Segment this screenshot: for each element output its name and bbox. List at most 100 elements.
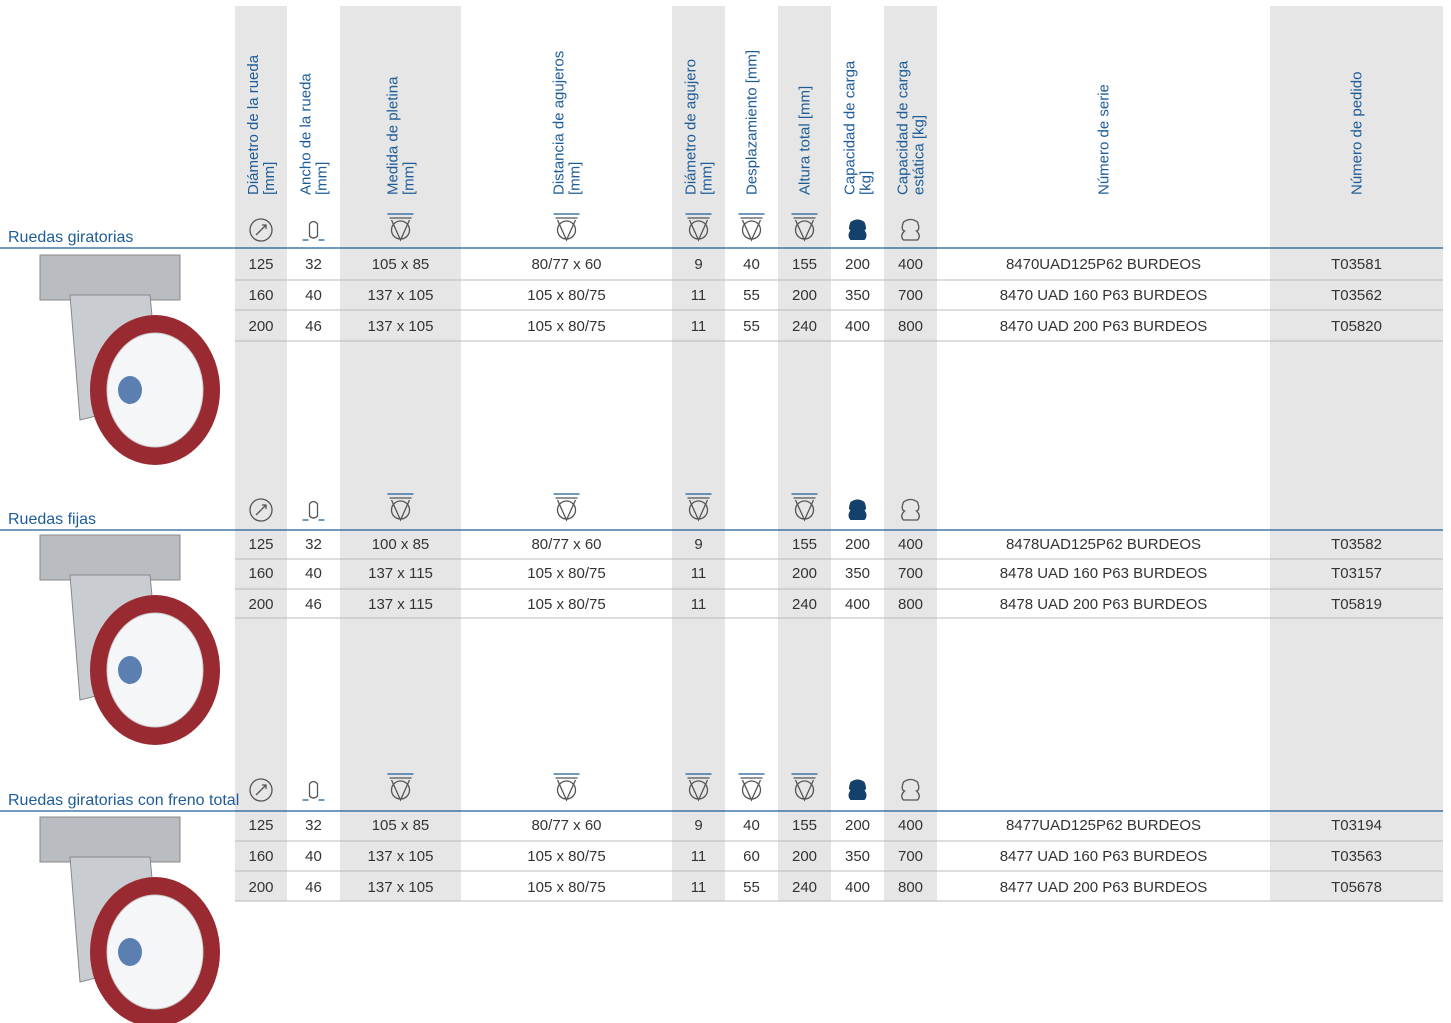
icon-stroke <box>688 220 709 240</box>
column-icon <box>685 493 712 522</box>
column-header: Capacidad de carga <box>895 60 912 195</box>
icon-stroke <box>555 777 578 802</box>
table-cell: T03563 <box>1331 848 1382 865</box>
table-cell: 8477 UAD 200 P63 BURDEOS <box>1000 879 1208 896</box>
table-cell: 137 x 115 <box>368 565 433 582</box>
table-cell: 80/77 x 60 <box>531 256 601 273</box>
column-header: Ancho de la rueda <box>298 73 315 195</box>
table-cell: 350 <box>845 565 870 582</box>
table-cell: 700 <box>898 565 923 582</box>
column-band <box>235 6 287 901</box>
caster-image <box>39 816 220 1023</box>
table-cell: 11 <box>691 879 707 896</box>
column-header: [mm] <box>699 162 716 195</box>
icon-stroke <box>249 778 273 802</box>
table-cell: 11 <box>691 565 707 582</box>
table-cell: 137 x 105 <box>368 287 434 304</box>
table-cell: 137 x 105 <box>368 848 434 865</box>
table-cell: T05820 <box>1331 318 1382 335</box>
column-icon <box>901 778 920 801</box>
table-cell: 700 <box>898 848 923 865</box>
column-header: Diámetro de la rueda <box>245 54 262 195</box>
section-title: Ruedas fijas <box>8 511 97 528</box>
column-header: [kg] <box>858 171 875 195</box>
column-header: Desplazamiento [mm] <box>744 50 761 195</box>
table-cell: 11 <box>691 596 707 613</box>
table-cell: 400 <box>845 596 870 613</box>
icon-stroke <box>389 497 412 522</box>
column-icon <box>685 213 712 242</box>
table-cell: 137 x 105 <box>368 318 434 335</box>
icon-stroke <box>794 500 815 520</box>
table-cell: T03194 <box>1331 817 1382 834</box>
table-cell: 155 <box>792 817 817 834</box>
column-header: [mm] <box>401 162 418 195</box>
icon-stroke <box>687 217 710 242</box>
table-cell: 200 <box>248 596 273 613</box>
icon-stroke <box>308 220 319 239</box>
caster-plate <box>39 254 181 301</box>
table-cell: 400 <box>898 536 923 553</box>
column-icon <box>791 213 818 242</box>
column-header: Número de serie <box>1096 84 1113 195</box>
column-icon <box>848 499 867 520</box>
table-cell: 105 x 85 <box>372 817 430 834</box>
icon-stroke <box>390 220 411 240</box>
table-cell: 125 <box>248 817 273 834</box>
column-icon <box>249 498 273 522</box>
column-icon <box>249 778 273 802</box>
column-header: Distancia de agujeros <box>551 51 568 195</box>
table-cell: 105 x 80/75 <box>527 287 605 304</box>
icon-fill <box>848 219 867 240</box>
table-cell: 8470 UAD 200 P63 BURDEOS <box>1000 318 1208 335</box>
table-cell: 11 <box>691 287 707 304</box>
table-cell: 8478 UAD 200 P63 BURDEOS <box>1000 596 1208 613</box>
table-cell: 155 <box>792 256 817 273</box>
column-icon <box>901 218 920 241</box>
table-cell: 32 <box>305 817 322 834</box>
table-cell: 350 <box>845 848 870 865</box>
icon-stroke <box>794 780 815 800</box>
table-cell: 8477UAD125P62 BURDEOS <box>1006 817 1201 834</box>
table-cell: 55 <box>743 879 760 896</box>
table-cell: 80/77 x 60 <box>531 817 601 834</box>
caster-plate <box>39 534 181 581</box>
table-cell: 400 <box>898 256 923 273</box>
caster-image <box>39 254 220 465</box>
column-icon <box>791 773 818 802</box>
caster-hub <box>118 656 142 684</box>
icon-fill <box>848 499 867 520</box>
table-cell: 400 <box>845 318 870 335</box>
caster-image <box>39 534 220 745</box>
table-cell: 137 x 105 <box>368 879 434 896</box>
table-cell: 200 <box>845 536 870 553</box>
icon-stroke <box>249 218 273 242</box>
column-header: [mm] <box>314 162 331 195</box>
icon-stroke <box>688 500 709 520</box>
table-cell: T05819 <box>1331 596 1382 613</box>
table-cell: 11 <box>691 318 707 335</box>
icon-stroke <box>556 780 577 800</box>
column-icon <box>302 220 325 241</box>
table-cell: 9 <box>694 536 702 553</box>
icon-stroke <box>688 780 709 800</box>
column-band <box>340 6 461 901</box>
table-cell: 800 <box>898 596 923 613</box>
section-title: Ruedas giratorias <box>8 229 134 246</box>
table-cell: 32 <box>305 536 322 553</box>
table-cell: 800 <box>898 879 923 896</box>
table-cell: 40 <box>743 817 760 834</box>
icon-stroke <box>308 780 319 799</box>
icon-stroke <box>793 497 816 522</box>
column-icon <box>848 219 867 240</box>
column-band <box>778 6 831 901</box>
table-cell: 137 x 115 <box>368 596 433 613</box>
column-icon <box>387 493 414 522</box>
column-icon <box>249 218 273 242</box>
table-cell: 8470UAD125P62 BURDEOS <box>1006 256 1201 273</box>
table-cell: 125 <box>248 256 273 273</box>
icon-stroke <box>901 218 920 241</box>
table-cell: 160 <box>248 565 273 582</box>
